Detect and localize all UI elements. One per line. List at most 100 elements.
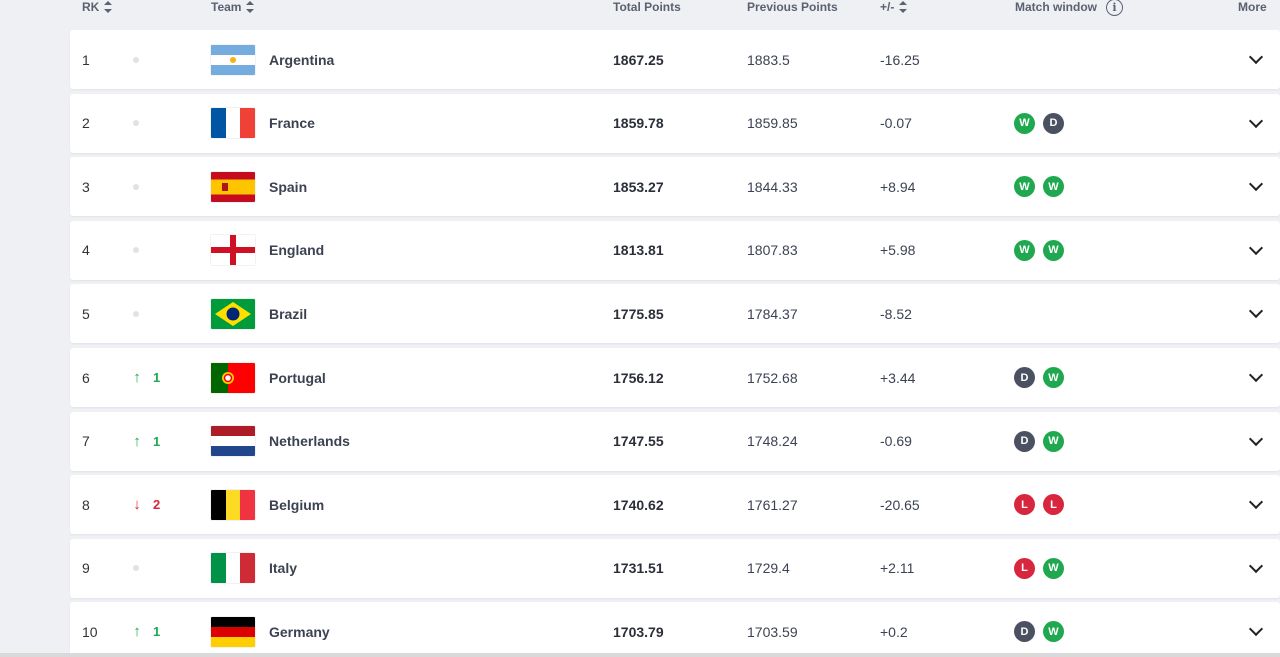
germany-flag-icon [211,616,255,647]
team-name-link[interactable]: Spain [269,178,308,195]
team-column-header[interactable]: Team [211,0,255,14]
rank-number: 3 [82,178,90,195]
match-result-badge[interactable]: W [1014,176,1035,198]
team-flag [211,412,255,471]
rank-change-value: 1 [153,433,161,449]
previous-points-value: 1784.37 [747,305,798,322]
match-result-badge[interactable]: D [1014,367,1035,388]
points-diff-value: +8.94 [880,178,916,195]
team-name-link[interactable]: England [269,242,325,259]
diff-column-header[interactable]: +/- [880,0,908,14]
points-diff-value: -8.52 [880,305,912,322]
info-icon[interactable]: i [1106,0,1123,16]
total-points-label: Total Points [613,0,681,14]
no-change-dot-icon [133,565,139,572]
rank-change: ↑ 1 [130,348,160,407]
match-result-badge[interactable]: D [1014,621,1035,643]
match-result-badge[interactable]: L [1043,494,1064,516]
team-name-link[interactable]: Netherlands [269,433,350,450]
chevron-down-icon[interactable] [1246,348,1266,407]
diff-header-label: +/- [880,0,895,14]
rank-number: 5 [82,305,90,322]
team-name-link[interactable]: Germany [269,623,330,640]
total-points-value: 1859.78 [613,115,664,132]
team-name-link[interactable]: Belgium [269,496,325,513]
points-diff-value: +2.11 [880,560,915,577]
rank-change [130,284,139,343]
chevron-down-icon[interactable] [1246,475,1266,534]
match-result-badge[interactable]: W [1014,239,1035,261]
match-result-badge[interactable]: L [1014,494,1035,516]
team-name-link[interactable]: Argentina [269,51,335,68]
previous-points-value: 1703.59 [747,623,798,640]
total-points-value: 1813.81 [613,242,664,259]
team-flag [211,475,255,534]
points-diff-value: -20.65 [880,496,920,513]
rk-column-header[interactable]: RK [82,0,113,14]
chevron-down-icon[interactable] [1246,30,1266,89]
no-change-dot-icon [133,183,139,190]
team-flag [211,221,255,280]
no-change-dot-icon [133,56,139,63]
horizontal-scrollbar[interactable] [0,653,1280,657]
arrow-up-icon: ↑ [133,369,141,386]
sort-icon[interactable] [899,1,908,13]
match-result-badge[interactable]: D [1043,112,1064,134]
chevron-down-icon[interactable] [1246,221,1266,280]
rank-number: 4 [82,242,90,259]
team-name-link[interactable]: Portugal [269,369,326,386]
chevron-down-icon[interactable] [1246,94,1266,153]
table-row[interactable]: 7 ↑ 1 Netherlands 1747.55 1748.24 -0.69 D… [70,411,1280,471]
sort-icon[interactable] [246,1,255,13]
rank-change [130,157,139,216]
rank-number: 6 [82,369,90,386]
rank-number: 7 [82,433,90,450]
netherlands-flag-icon [211,426,255,457]
arrow-up-icon: ↑ [133,432,141,450]
team-name-link[interactable]: Brazil [269,305,308,322]
points-diff-value: +0.2 [880,623,908,640]
total-points-header: Total Points [613,0,681,14]
team-name-link[interactable]: Italy [269,560,298,577]
chevron-down-icon[interactable] [1246,602,1266,657]
points-diff-value: +5.98 [880,242,916,259]
match-result-badge[interactable]: L [1014,557,1035,579]
rank-change-value: 1 [153,370,161,385]
points-diff-value: -0.07 [880,115,912,132]
team-flag [211,539,255,598]
match-window-header: Match window i [1015,0,1123,16]
rank-number: 1 [82,51,90,68]
match-result-badge[interactable]: W [1043,430,1064,452]
match-result-badge[interactable]: W [1043,367,1064,388]
sort-icon[interactable] [104,1,113,13]
match-result-badge[interactable]: W [1043,176,1064,198]
match-result-badge[interactable]: W [1043,557,1064,579]
chevron-down-icon[interactable] [1246,284,1266,343]
match-result-badge[interactable]: W [1014,112,1035,134]
spain-flag-icon [211,171,255,202]
match-result-badge[interactable]: W [1043,239,1064,261]
chevron-down-icon[interactable] [1246,539,1266,598]
previous-points-value: 1883.5 [747,51,790,68]
points-diff-value: -0.69 [880,433,912,450]
team-flag [211,157,255,216]
table-row[interactable]: 1 Argentina 1867.25 1883.5 -16.25 [70,30,1280,89]
team-name-link[interactable]: France [269,115,315,132]
table-row[interactable]: 5 Brazil 1775.85 1784.37 -8.52 [70,284,1280,344]
chevron-down-icon[interactable] [1246,157,1266,216]
england-flag-icon [211,235,255,266]
more-column-header: More [1238,0,1267,14]
team-flag [211,94,255,153]
match-result-badge[interactable]: W [1043,621,1064,643]
match-result-badge[interactable]: D [1014,430,1035,452]
chevron-down-icon[interactable] [1246,412,1266,471]
